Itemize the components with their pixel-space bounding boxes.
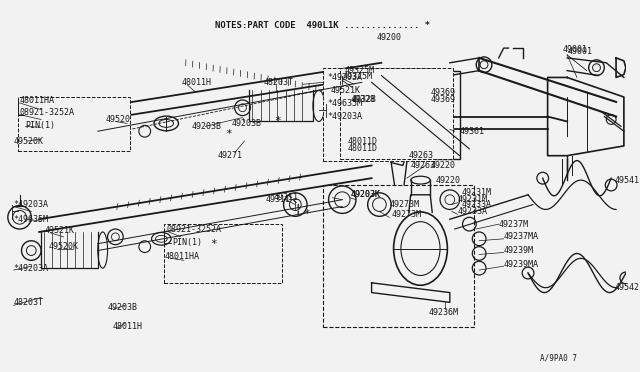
Text: 49542: 49542 [614,283,639,292]
Text: 49361: 49361 [460,127,484,136]
Text: 49325M: 49325M [344,66,374,75]
Text: 49521K: 49521K [330,86,360,94]
Text: 49328: 49328 [350,96,375,105]
Text: *: * [211,239,217,249]
Text: 49520K: 49520K [49,242,79,251]
Text: 49236M: 49236M [428,308,458,317]
Text: 49220: 49220 [430,161,455,170]
Text: 48203T: 48203T [264,78,294,87]
Text: 48203T: 48203T [13,298,44,307]
Text: PIN(1): PIN(1) [172,238,202,247]
Text: *: * [225,129,232,139]
Text: 49271: 49271 [217,151,242,160]
Bar [352,71,460,158]
Text: 49237M: 49237M [499,219,529,229]
Text: 49273M: 49273M [391,210,421,219]
Text: 49369: 49369 [430,96,455,105]
Text: 49203B: 49203B [232,119,262,128]
Text: 49203K: 49203K [350,190,380,199]
Text: 48011D: 48011D [347,137,377,145]
Text: 49311: 49311 [274,193,299,202]
Text: *: * [303,209,310,219]
Text: *49203A: *49203A [328,73,363,82]
Text: 49520K: 49520K [13,137,44,145]
Text: 49220: 49220 [435,176,460,185]
Text: 49233A: 49233A [458,207,488,216]
Text: 49001: 49001 [567,46,592,55]
Bar [323,185,474,327]
Text: 48011H: 48011H [113,322,143,331]
Text: 48011HA: 48011HA [20,96,54,105]
Text: 49203B: 49203B [108,303,138,312]
Text: *49203A: *49203A [13,264,49,273]
Text: 48011H: 48011H [182,78,212,87]
Text: A/9PA0 7: A/9PA0 7 [540,354,577,363]
Bar [18,97,130,151]
Text: 49203B: 49203B [191,122,221,131]
Text: *: * [274,116,280,126]
Text: 49231M: 49231M [461,188,492,197]
Text: 49369: 49369 [430,88,455,97]
Text: PIN(1): PIN(1) [26,121,56,130]
Text: 49239MA: 49239MA [504,260,539,269]
Text: 49521K: 49521K [45,227,75,235]
Text: 48011D: 48011D [347,144,377,153]
Text: NOTES:PART CODE  490L1K .............. *: NOTES:PART CODE 490L1K .............. * [215,21,430,30]
Text: 49541: 49541 [614,176,639,185]
Bar [164,224,282,283]
Bar [323,68,435,161]
Text: 49263: 49263 [411,161,436,170]
Text: 08921-3252A: 08921-3252A [20,108,74,117]
Text: 49200: 49200 [376,33,401,42]
Text: 49203K: 49203K [350,190,380,199]
Bar [340,68,452,158]
Text: 49237MA: 49237MA [504,232,539,241]
Text: 49328: 49328 [352,96,377,105]
Text: *49635M: *49635M [328,99,363,108]
Text: 49263: 49263 [409,151,434,160]
Text: 49520: 49520 [106,115,131,124]
Text: 49239M: 49239M [504,246,534,255]
Text: *49635M: *49635M [13,215,49,224]
Text: 49231M: 49231M [458,195,488,204]
Text: 49311: 49311 [266,195,291,204]
Text: 48011HA: 48011HA [164,252,199,261]
Text: 49001: 49001 [563,45,588,54]
Text: 49325M: 49325M [342,72,372,81]
Text: *49203A: *49203A [328,112,363,121]
Text: *49203A: *49203A [13,200,49,209]
Text: 49233A: 49233A [461,200,492,209]
Text: 08921-3252A: 08921-3252A [166,225,221,234]
Text: 49273M: 49273M [389,200,419,209]
